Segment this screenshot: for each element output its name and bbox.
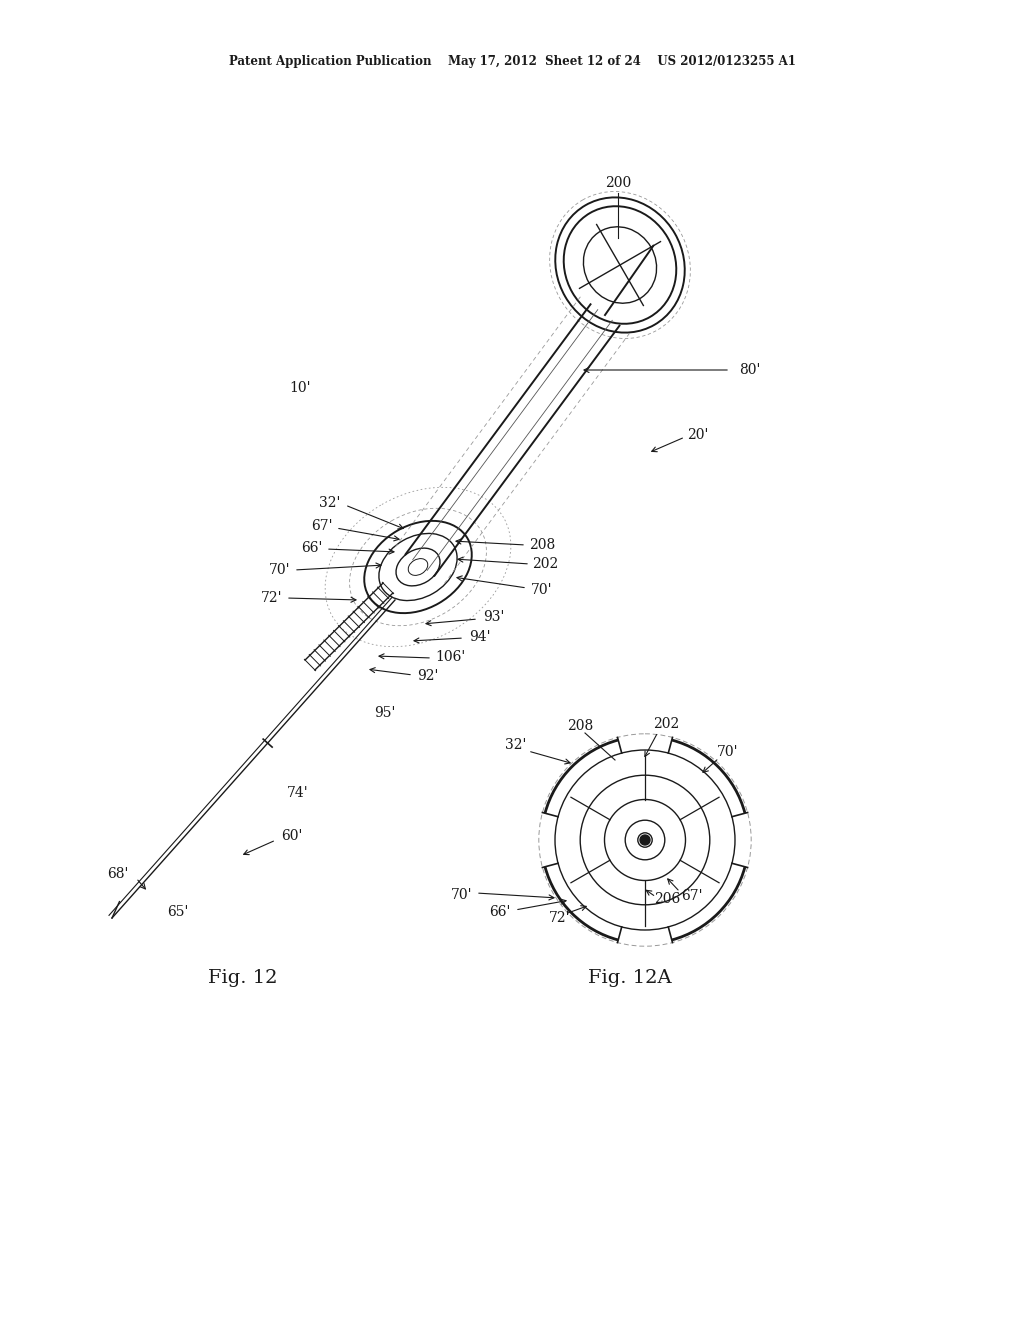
Text: 66': 66' (489, 906, 511, 919)
Text: 202: 202 (653, 717, 679, 731)
Text: 72': 72' (549, 911, 570, 925)
Text: 67': 67' (681, 888, 702, 903)
Text: 93': 93' (483, 610, 505, 624)
Text: Fig. 12A: Fig. 12A (588, 969, 672, 987)
Text: 70': 70' (717, 744, 738, 759)
Text: 68': 68' (108, 867, 129, 880)
Text: 32': 32' (505, 738, 526, 752)
Text: Patent Application Publication    May 17, 2012  Sheet 12 of 24    US 2012/012325: Patent Application Publication May 17, 2… (228, 55, 796, 69)
Text: 32': 32' (319, 496, 341, 510)
Text: 202: 202 (531, 557, 558, 572)
Text: 106': 106' (435, 649, 465, 664)
Text: 94': 94' (469, 630, 490, 644)
Text: 70': 70' (269, 564, 291, 577)
Text: 65': 65' (167, 906, 188, 919)
Text: 208: 208 (567, 719, 593, 733)
Ellipse shape (640, 836, 650, 845)
Text: 70': 70' (531, 583, 553, 597)
Text: 66': 66' (301, 541, 323, 554)
Text: 92': 92' (418, 669, 438, 682)
Text: 67': 67' (311, 519, 333, 533)
Text: 10': 10' (289, 381, 310, 395)
Text: Fig. 12: Fig. 12 (208, 969, 278, 987)
Text: 80': 80' (739, 363, 761, 378)
Text: 72': 72' (261, 591, 283, 605)
Text: 208: 208 (528, 539, 555, 552)
Text: 74': 74' (287, 785, 309, 800)
Text: 20': 20' (687, 428, 709, 442)
Text: 206: 206 (654, 892, 680, 906)
Text: 200: 200 (605, 176, 631, 190)
Text: 60': 60' (282, 829, 303, 843)
Text: 95': 95' (375, 706, 395, 719)
Text: 70': 70' (452, 888, 473, 902)
